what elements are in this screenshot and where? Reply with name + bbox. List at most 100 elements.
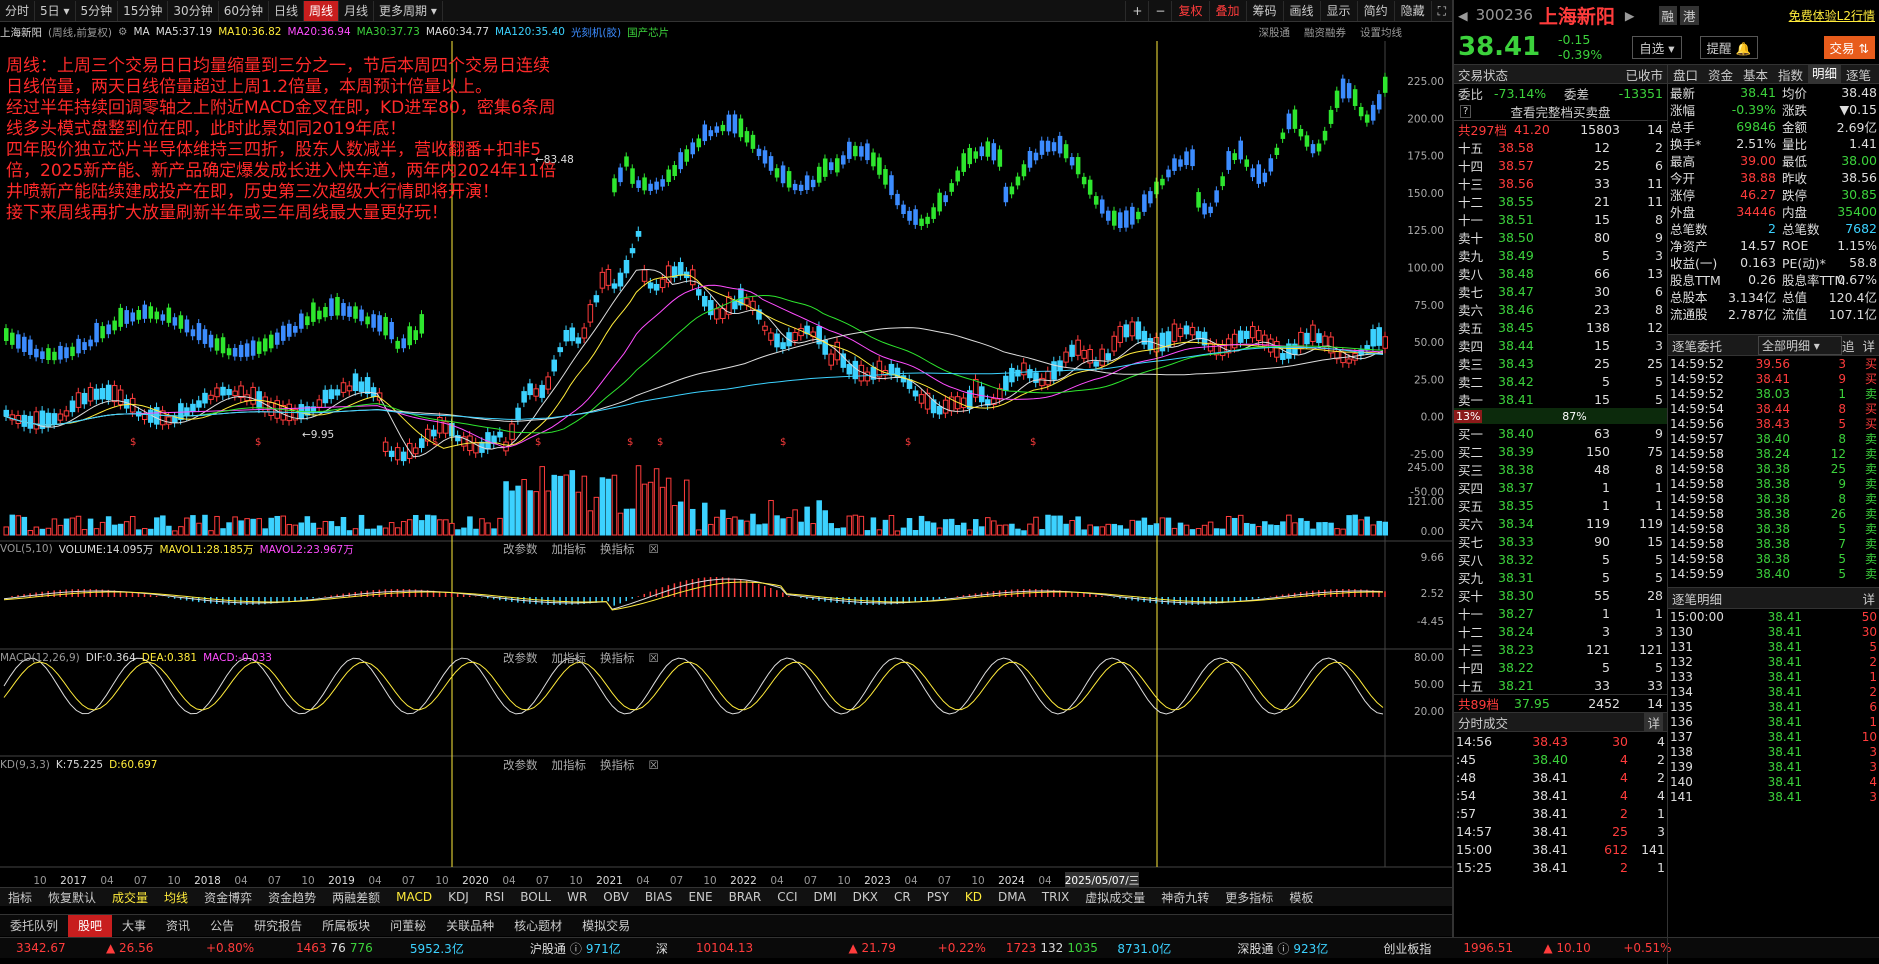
bids-cell-1[interactable]: 38.35: [1498, 497, 1534, 513]
close-icon[interactable]: ☒: [648, 651, 659, 665]
sh-index[interactable]: 3342.67: [16, 941, 66, 955]
period-tab-3[interactable]: 15分钟: [118, 0, 169, 21]
indicator-14[interactable]: ENE: [688, 890, 713, 904]
period-tab-9[interactable]: 更多周期 ▾: [374, 0, 443, 21]
footer-tab-5[interactable]: 研究报告: [254, 918, 303, 933]
asks-cell-1[interactable]: 38.43: [1498, 355, 1534, 371]
footer-tab-10[interactable]: 模拟交易: [582, 918, 631, 933]
diejia-button[interactable]: 叠加: [1208, 0, 1246, 21]
asks-cell-1[interactable]: 38.41: [1498, 391, 1534, 407]
cyb-index[interactable]: 1996.51: [1463, 941, 1513, 955]
asks-cell-1[interactable]: 38.48: [1498, 265, 1534, 281]
bids-cell-1[interactable]: 38.31: [1498, 569, 1534, 585]
indicator-21[interactable]: KD: [964, 890, 983, 904]
close-icon[interactable]: ☒: [648, 542, 659, 556]
indicator-26[interactable]: 更多指标: [1225, 890, 1274, 905]
add-indicator-button[interactable]: 加指标: [551, 651, 587, 665]
asks-cell-1[interactable]: 38.56: [1498, 175, 1534, 191]
indicator-27[interactable]: 模板: [1289, 890, 1314, 905]
full-book-link[interactable]: ? 查看完整档买卖盘: [1454, 102, 1667, 120]
sgt-link[interactable]: 深股通: [1258, 26, 1291, 39]
trade-button[interactable]: 交易 ⇅: [1823, 35, 1875, 59]
quote-tab-4[interactable]: 明细: [1808, 64, 1842, 84]
huaxian-button[interactable]: 画线: [1282, 0, 1320, 21]
period-tab-2[interactable]: 5分钟: [76, 0, 119, 21]
bids-cell-1[interactable]: 38.40: [1498, 425, 1534, 441]
indicator-20[interactable]: PSY: [926, 890, 949, 904]
quote-tab-0[interactable]: 盘口: [1672, 67, 1698, 83]
footer-tab-6[interactable]: 所属板块: [322, 918, 371, 933]
switch-indicator-button[interactable]: 换指标: [600, 651, 635, 665]
fullscreen-icon[interactable]: ⛶: [1430, 0, 1452, 21]
indicator-19[interactable]: CR: [894, 890, 911, 904]
asks-cell-1[interactable]: 38.51: [1498, 211, 1534, 227]
asks-cell-1[interactable]: 38.45: [1498, 319, 1534, 335]
indicator-24[interactable]: 虚拟成交量: [1085, 890, 1146, 905]
close-icon[interactable]: ☒: [648, 758, 659, 772]
indicator-23[interactable]: TRIX: [1041, 890, 1070, 904]
indicator-11[interactable]: WR: [567, 890, 588, 904]
plus-button[interactable]: +: [1125, 0, 1148, 21]
asks-cell-1[interactable]: 38.46: [1498, 301, 1534, 317]
indicator-12[interactable]: OBV: [603, 890, 629, 904]
period-tab-0[interactable]: 分时: [0, 0, 36, 21]
indicator-10[interactable]: BOLL: [520, 890, 552, 904]
footer-tab-1[interactable]: 股吧: [68, 914, 113, 937]
indicator-8[interactable]: KDJ: [448, 890, 469, 904]
indicator-1[interactable]: 恢复默认: [48, 890, 97, 905]
overlay-tag-2[interactable]: 国产芯片: [627, 26, 670, 39]
bids-cell-1[interactable]: 38.27: [1498, 605, 1534, 621]
footer-tab-8[interactable]: 关联品种: [446, 918, 495, 933]
add-indicator-button[interactable]: 加指标: [551, 758, 587, 772]
indicator-9[interactable]: RSI: [484, 890, 505, 904]
footer-tab-0[interactable]: 委托队列: [10, 918, 59, 933]
quote-tab-2[interactable]: 基本: [1743, 67, 1769, 83]
fuquan-button[interactable]: 复权: [1171, 0, 1208, 21]
footer-tab-7[interactable]: 问董秘: [390, 918, 427, 933]
indicator-0[interactable]: 指标: [8, 890, 33, 905]
bids-cell-1[interactable]: 38.32: [1498, 551, 1534, 567]
minus-button[interactable]: −: [1148, 0, 1171, 21]
zixuan-dropdown[interactable]: 自选 ▾: [1632, 35, 1682, 59]
quote-tab-3[interactable]: 指数: [1778, 67, 1804, 83]
bids-cell-1[interactable]: 38.23: [1498, 641, 1534, 657]
chouma-button[interactable]: 筹码: [1245, 0, 1283, 21]
indicator-7[interactable]: MACD: [396, 890, 433, 904]
help-icon[interactable]: ?: [1460, 104, 1472, 118]
indicator-2[interactable]: 成交量: [112, 890, 149, 905]
asks-cell-1[interactable]: 38.57: [1498, 157, 1534, 173]
yincang-button[interactable]: 隐藏: [1393, 0, 1431, 21]
indicator-16[interactable]: CCI: [777, 890, 798, 904]
bids-cell-1[interactable]: 38.38: [1498, 461, 1534, 477]
indicator-22[interactable]: DMA: [998, 890, 1026, 904]
footer-tab-3[interactable]: 资讯: [166, 918, 191, 933]
quote-tab-5[interactable]: 逐笔: [1846, 67, 1872, 83]
footer-tab-2[interactable]: 大事: [122, 918, 147, 933]
edit-params-button[interactable]: 改参数: [503, 542, 538, 556]
gear-icon[interactable]: ⚙: [118, 26, 128, 38]
quote-tab-1[interactable]: 资金: [1707, 67, 1733, 83]
asks-cell-1[interactable]: 38.58: [1498, 139, 1534, 155]
set-ma-link[interactable]: 设置均线: [1360, 26, 1402, 39]
bids-cell-1[interactable]: 38.24: [1498, 623, 1534, 639]
sz-index[interactable]: 10104.13: [695, 941, 754, 955]
bids-cell-1[interactable]: 38.33: [1498, 533, 1534, 549]
chart-canvas[interactable]: 225.00200.00175.00150.00125.00100.0075.0…: [0, 41, 1452, 887]
footer-tab-4[interactable]: 公告: [210, 918, 235, 933]
asks-cell-1[interactable]: 38.50: [1498, 229, 1534, 245]
next-stock-icon[interactable]: ▶: [1624, 7, 1635, 23]
l2-promo-link[interactable]: 免费体验L2行情: [1788, 8, 1875, 23]
mingxi-detail-button[interactable]: 详: [1862, 591, 1875, 607]
edit-params-button[interactable]: 改参数: [503, 758, 538, 772]
period-tab-5[interactable]: 60分钟: [219, 0, 269, 21]
period-tab-8[interactable]: 月线: [339, 0, 375, 21]
zhubi-detail-button[interactable]: 详: [1862, 338, 1875, 354]
period-tab-6[interactable]: 日线: [269, 0, 304, 21]
bids-cell-1[interactable]: 38.34: [1498, 515, 1534, 531]
zhubi-filter[interactable]: 全部明细 ▾: [1757, 335, 1842, 355]
indicator-4[interactable]: 资金博弈: [204, 890, 253, 905]
footer-tab-9[interactable]: 核心题材: [514, 918, 563, 933]
period-tab-7[interactable]: 周线: [304, 0, 340, 21]
prev-stock-icon[interactable]: ◀: [1458, 7, 1468, 23]
indicator-6[interactable]: 两融差额: [332, 890, 381, 905]
